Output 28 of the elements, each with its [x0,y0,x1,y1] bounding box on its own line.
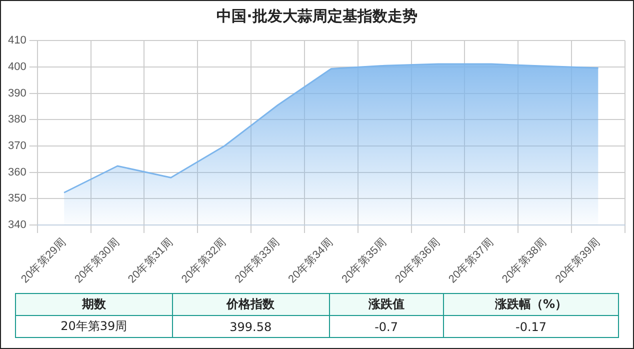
text: 20年第39周 [16,316,172,338]
text: -0.17 [444,316,618,338]
x-tick-label: 20年第32周 [179,236,229,286]
x-tick-label: 20年第34周 [286,236,336,286]
x-tick-label: 20年第39周 [553,236,603,286]
text: 涨跌幅（%） [444,294,618,316]
text: 399.58 [172,316,330,338]
x-tick-label: 20年第36周 [393,236,442,286]
text: 期数 [16,294,172,316]
y-tick-label: 370 [8,140,26,152]
x-tick-label: 20年第29周 [19,236,68,286]
y-tick-label: 350 [8,192,26,205]
text: -0.7 [329,316,444,338]
x-tick-label: 20年第37周 [446,236,496,286]
x-tick-label: 20年第30周 [72,236,122,286]
text: 价格指数 [172,294,330,316]
y-tick-label: 390 [8,87,26,100]
x-tick-label: 20年第33周 [232,236,282,286]
text: 涨跌值 [329,294,444,316]
x-tick-label: 20年第35周 [340,236,389,286]
chart-title: 中国·批发大蒜周定基指数走势 [216,7,418,26]
y-tick-label: 340 [8,219,26,232]
y-tick-label: 380 [8,114,26,126]
y-tick-label: 360 [8,166,26,178]
y-tick-label: 410 [8,34,26,47]
y-tick-label: 400 [8,60,26,73]
x-tick-label: 20年第31周 [126,236,176,286]
x-tick-label: 20年第38周 [500,236,550,286]
